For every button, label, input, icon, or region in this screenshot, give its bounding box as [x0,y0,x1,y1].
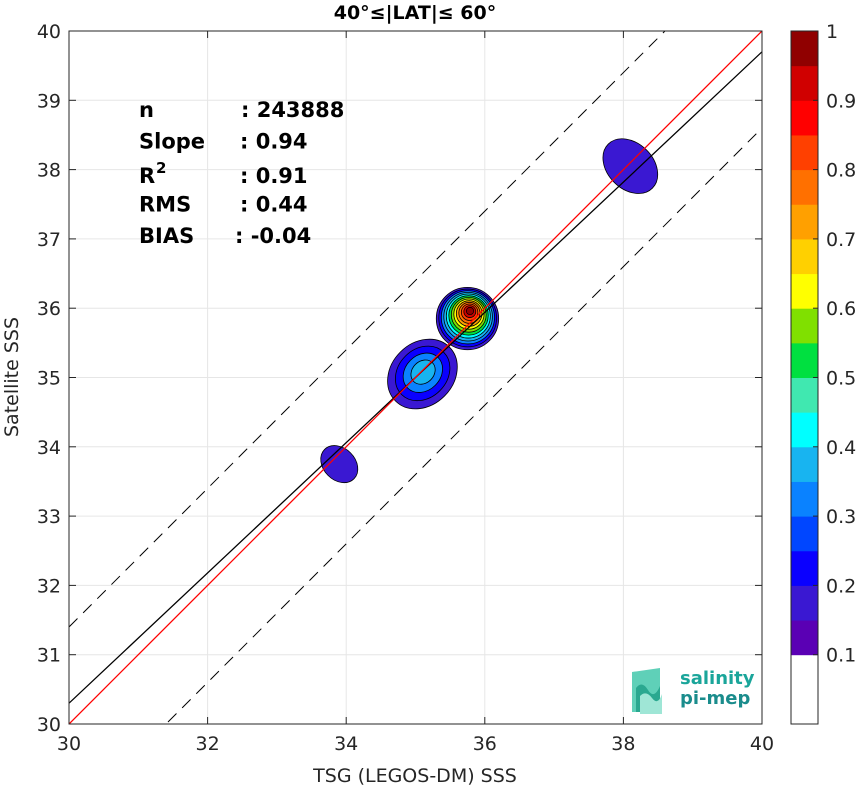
y-tick-label: 36 [37,298,61,320]
colorbar-tick-label: 0.3 [826,506,856,528]
y-tick-label: 40 [37,21,61,43]
colorbar-swatch [791,169,818,205]
grid-lines [68,30,763,725]
colorbar-swatch [791,100,818,136]
colorbar: 0.1 0.2 0.3 0.4 0.5 0.6 0.7 0.8 0.9 1 [790,21,856,725]
colorbar-swatch [791,273,818,309]
reference-lines [69,31,762,724]
lower-bound-dashed-line [165,127,762,724]
stat-label: n [139,98,154,122]
density-contour [602,138,659,194]
salinity-pi-mep-logo: salinity pi-mep [632,668,755,714]
y-tick-label: 39 [37,90,61,112]
y-tick-label: 30 [37,714,61,736]
colorbar-tick-label: 0.5 [826,368,856,390]
colorbar-tick-label: 1 [826,21,838,43]
colorbar-tick-label: 0.7 [826,229,856,251]
density-contour [465,306,475,316]
stat-value: : 243888 [241,98,344,122]
y-axis-label: Satellite SSS [1,317,23,437]
stat-value: : 0.91 [240,164,308,188]
colorbar-swatch [791,516,818,552]
colorbar-swatch [791,654,818,725]
colorbar-swatch [791,550,818,586]
x-tick-label: 40 [750,733,774,755]
y-tick-label: 34 [37,437,61,459]
identity-line [69,31,762,724]
y-tick-label: 33 [37,506,61,528]
x-tick-label: 32 [196,733,220,755]
stat-label: BIAS [139,224,194,248]
colorbar-swatch [791,481,818,517]
chart-title: 40°≤|LAT|≤ 60° [334,2,497,24]
density-contour [410,359,436,385]
x-axis-ticks: 30 32 34 36 38 40 [57,31,774,755]
x-tick-label: 38 [611,733,635,755]
y-tick-label: 37 [37,229,61,251]
stat-label-superscript: 2 [156,159,166,177]
colorbar-swatch [791,204,818,240]
colorbar-swatch [791,620,818,656]
y-tick-label: 38 [37,160,61,182]
stat-label: Slope [139,130,205,154]
density-contours [320,138,659,484]
colorbar-swatch [791,308,818,344]
colorbar-tick-label: 0.2 [826,575,856,597]
stat-value: : 0.44 [240,193,308,217]
x-tick-label: 34 [334,733,358,755]
colorbar-swatch [791,585,818,621]
y-tick-label: 31 [37,645,61,667]
y-tick-label: 35 [37,368,61,390]
colorbar-tick-label: 0.8 [826,160,856,182]
colorbar-swatch [791,377,818,413]
x-axis-label: TSG (LEGOS-DM) SSS [312,765,517,787]
x-tick-label: 30 [57,733,81,755]
upper-bound-dashed-line [69,31,666,628]
colorbar-swatch [791,65,818,101]
wave-logo-icon [632,668,662,714]
colorbar-tick-label: 0.9 [826,90,856,112]
colorbar-tick-label: 0.1 [826,645,856,667]
stat-value: : 0.94 [240,130,308,154]
colorbar-tick-label: 0.6 [826,298,856,320]
statistics-block: n : 243888 Slope : 0.94 R 2 : 0.91 RMS : 0.44 BIA… [139,98,344,248]
stat-label: R [139,164,155,188]
density-contour [320,445,359,484]
x-tick-label: 36 [473,733,497,755]
colorbar-swatch [791,342,818,378]
colorbar-swatch [791,31,818,67]
logo-text-salinity: salinity [680,668,755,689]
colorbar-swatch [791,238,818,275]
colorbar-tick-label: 0.4 [826,437,856,459]
stat-label: RMS [139,193,191,217]
logo-text-pi-mep: pi-mep [680,688,750,709]
stat-value: : -0.04 [235,224,311,248]
colorbar-swatch [791,134,818,171]
y-tick-label: 32 [37,575,61,597]
colorbar-swatch [791,446,818,482]
colorbar-swatch [791,412,818,448]
y-axis-ticks: 30 31 32 33 34 35 36 37 38 39 40 [37,21,762,736]
